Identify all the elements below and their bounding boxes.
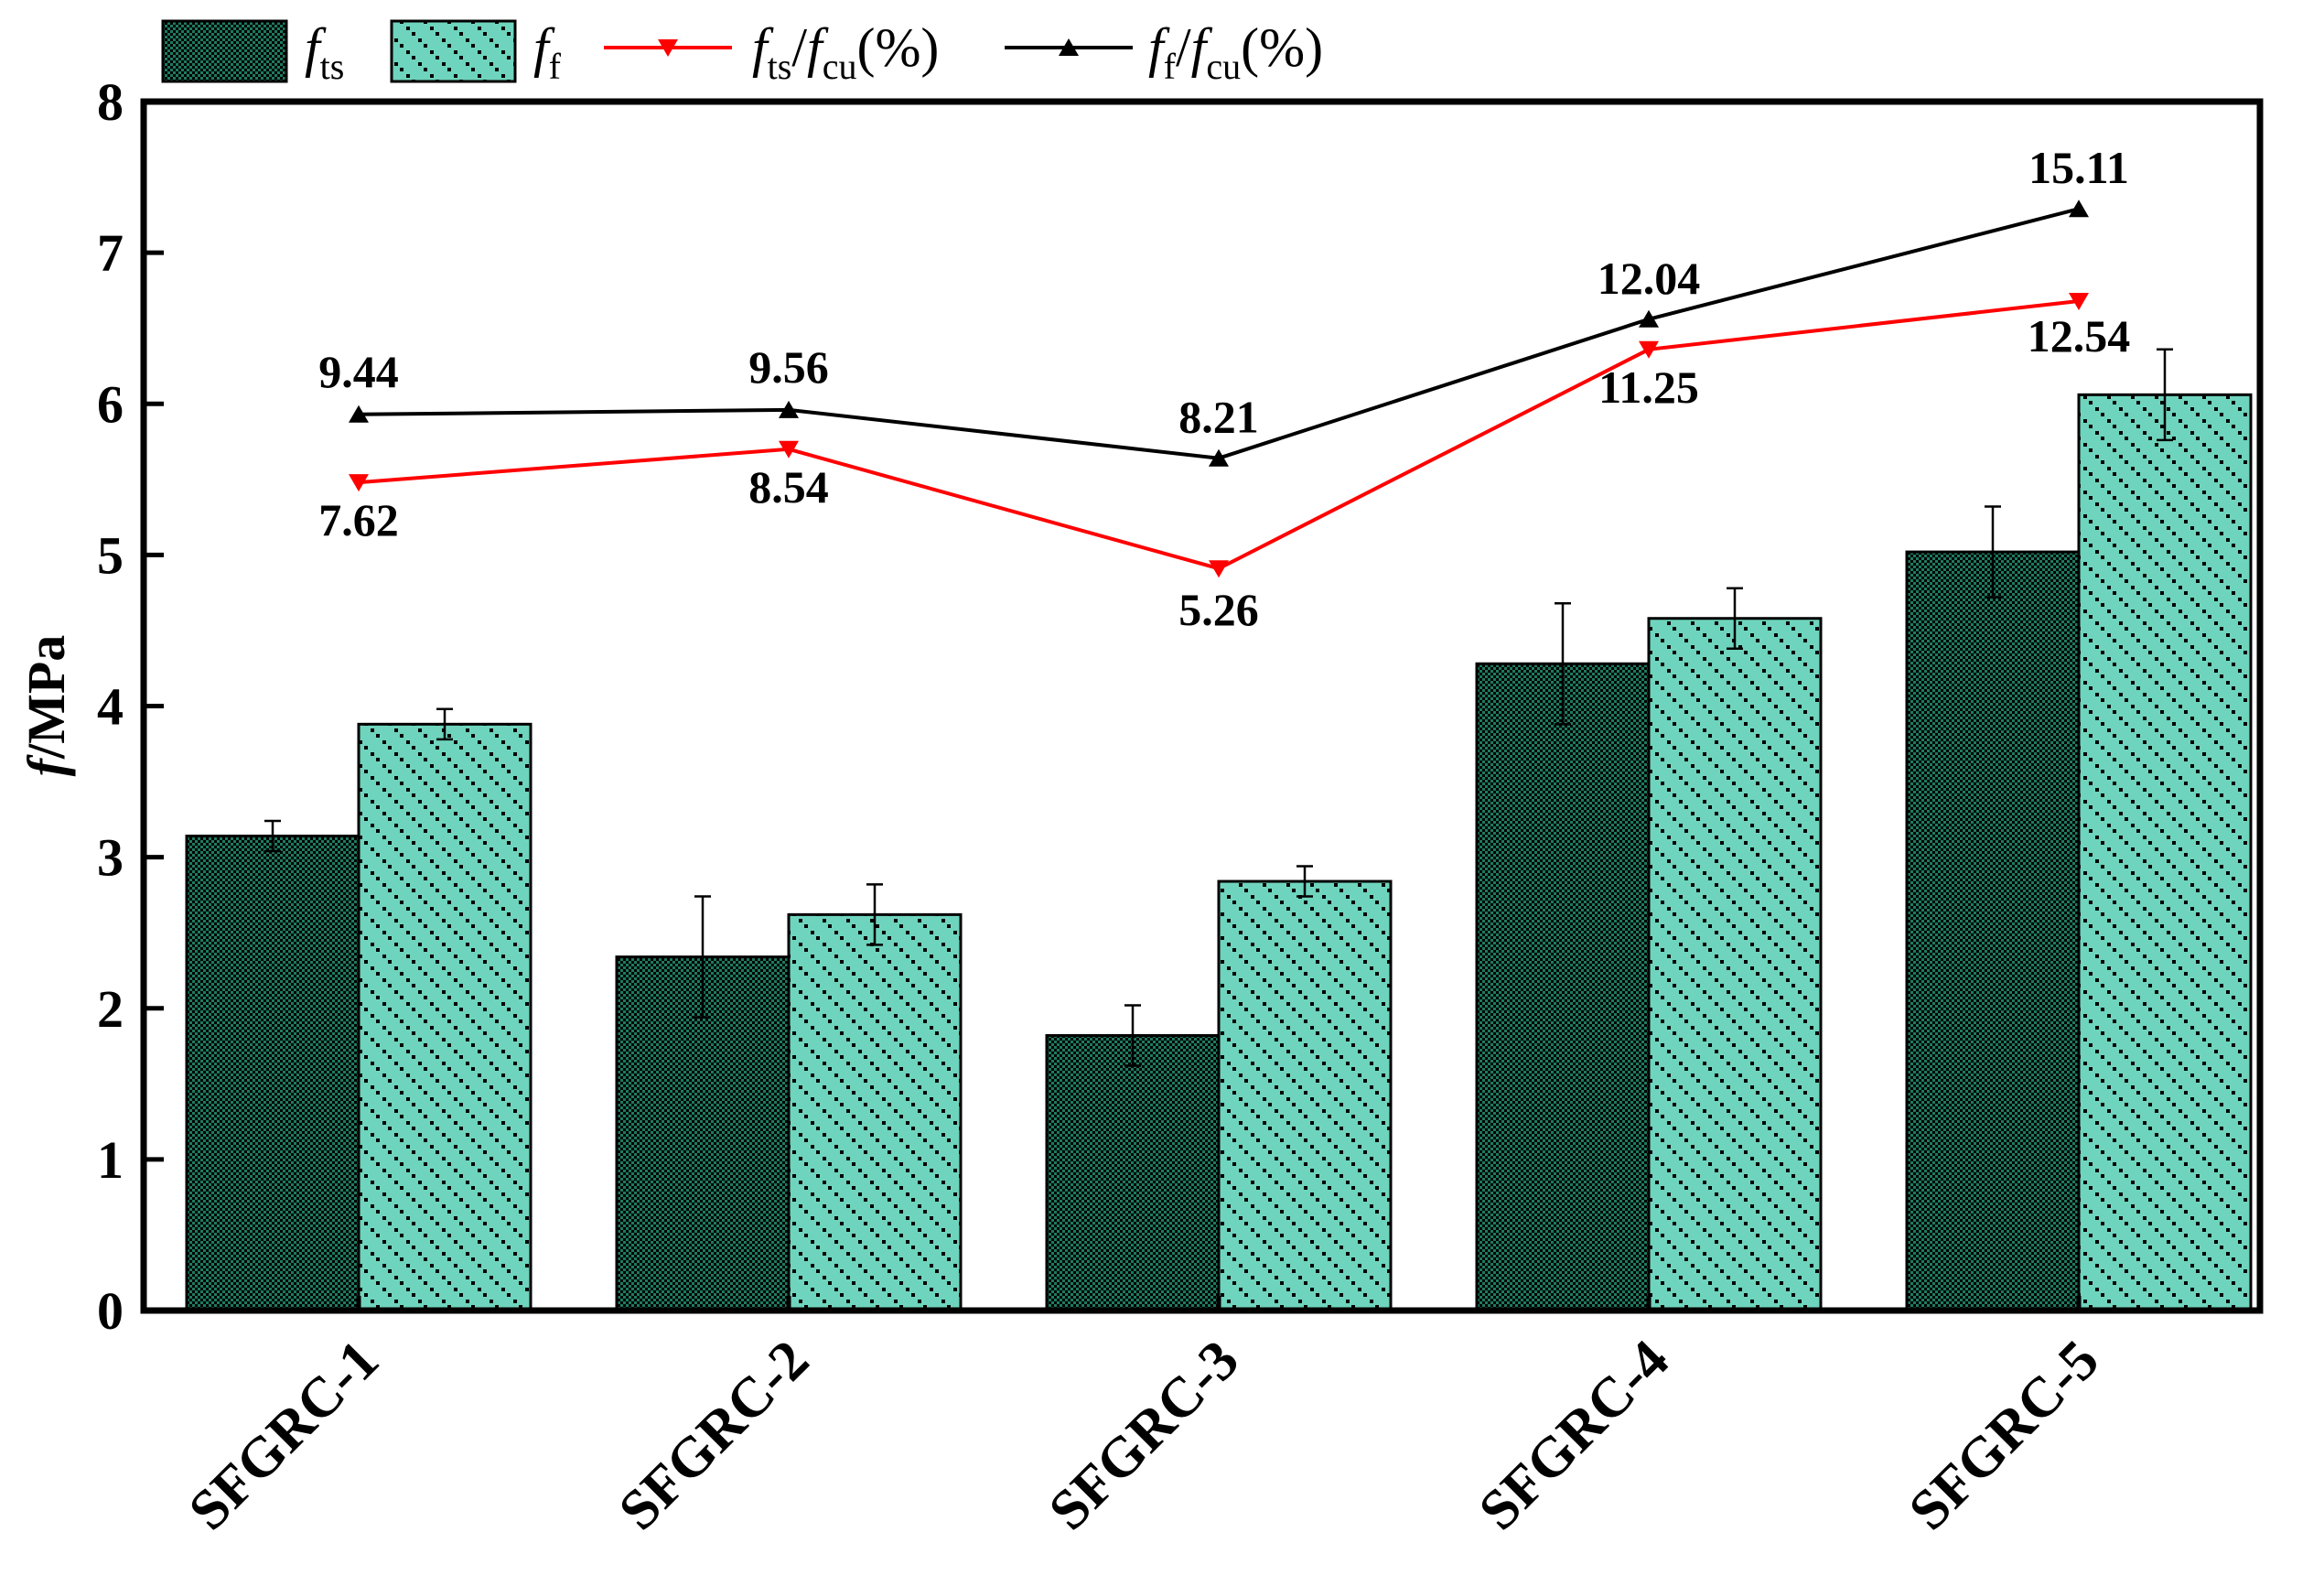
legend-label-f_ts-f_cu-part-1: ts bbox=[768, 46, 792, 87]
legend: fts ff fts/fcu(%) ff/fcu(%) bbox=[161, 17, 1323, 87]
y-tick-label-7: 7 bbox=[97, 223, 124, 283]
marker-f_f/f_cu(%)-SFGRC-3 bbox=[1209, 448, 1229, 467]
data-label-f_ts/f_cu(%)-SFGRC-2: 8.54 bbox=[748, 461, 829, 512]
legend-label-f_ts-f_cu: fts/fcu(%) bbox=[752, 17, 939, 87]
y-tick-label-8: 8 bbox=[97, 72, 124, 132]
legend-label-f_f-f_cu-part-2: / bbox=[1176, 17, 1191, 78]
y-axis-label: f/MPa bbox=[16, 635, 76, 777]
legend-marker-f_ts-f_cu bbox=[658, 39, 678, 57]
data-label-f_f/f_cu(%)-SFGRC-5: 15.11 bbox=[2028, 142, 2129, 193]
bar-f_ts-SFGRC-5 bbox=[1905, 550, 2081, 1312]
data-label-f_ts/f_cu(%)-SFGRC-5: 12.54 bbox=[2028, 310, 2131, 361]
legend-label-f_ts-f_cu-part-5: (%) bbox=[856, 17, 939, 78]
legend-label-f_ts-f_cu-part-2: / bbox=[791, 17, 807, 78]
marker-f_ts/f_cu(%)-SFGRC-3 bbox=[1209, 560, 1229, 578]
data-label-f_f/f_cu(%)-SFGRC-1: 9.44 bbox=[318, 346, 399, 397]
y-tick-label-1: 1 bbox=[97, 1130, 124, 1190]
legend-swatch-f_ts bbox=[161, 19, 288, 83]
x-tick-label-SFGRC-4: SFGRC-4 bbox=[1468, 1329, 1681, 1542]
bar-f_f-SFGRC-2 bbox=[787, 912, 963, 1312]
marker-f_f/f_cu(%)-SFGRC-4 bbox=[1639, 309, 1659, 328]
bar-f_f-SFGRC-1 bbox=[357, 722, 533, 1312]
bar-f_f-SFGRC-4 bbox=[1647, 617, 1823, 1312]
legend-label-f_ts-part-1: ts bbox=[320, 46, 345, 87]
data-label-f_ts/f_cu(%)-SFGRC-1: 7.62 bbox=[318, 494, 399, 545]
legend-label-f_f-f_cu: ff/fcu(%) bbox=[1148, 17, 1323, 87]
y-tick-label-2: 2 bbox=[97, 979, 124, 1039]
x-tick-label-SFGRC-1: SFGRC-1 bbox=[178, 1329, 391, 1542]
y-tick-label-6: 6 bbox=[97, 374, 124, 434]
data-label-f_f/f_cu(%)-SFGRC-4: 12.04 bbox=[1598, 253, 1701, 304]
legend-label-f_f: ff bbox=[533, 17, 562, 87]
data-label-f_f/f_cu(%)-SFGRC-2: 9.56 bbox=[748, 341, 829, 393]
bar-f_f-SFGRC-5 bbox=[2077, 393, 2253, 1312]
legend-label-f_ts: fts bbox=[305, 17, 344, 87]
y-tick-label-5: 5 bbox=[97, 525, 124, 585]
y-tick-label-3: 3 bbox=[97, 828, 124, 888]
bar-f_ts-SFGRC-4 bbox=[1475, 662, 1651, 1312]
data-label-f_ts/f_cu(%)-SFGRC-3: 5.26 bbox=[1178, 584, 1259, 635]
legend-label-f_f-part-1: f bbox=[549, 46, 562, 87]
marker-f_f/f_cu(%)-SFGRC-5 bbox=[2069, 200, 2089, 218]
y-axis-label-unit: /MPa bbox=[16, 635, 76, 760]
marker-f_ts/f_cu(%)-SFGRC-1 bbox=[349, 474, 369, 492]
marker-f_f/f_cu(%)-SFGRC-1 bbox=[349, 405, 369, 423]
y-tick-label-0: 0 bbox=[97, 1281, 124, 1341]
data-label-f_ts/f_cu(%)-SFGRC-4: 11.25 bbox=[1598, 361, 1699, 413]
marker-f_ts/f_cu(%)-SFGRC-4 bbox=[1639, 340, 1659, 359]
x-tick-label-SFGRC-3: SFGRC-3 bbox=[1038, 1329, 1251, 1542]
legend-label-f_ts-f_cu-part-4: cu bbox=[823, 46, 857, 87]
x-tick-label-SFGRC-5: SFGRC-5 bbox=[1898, 1329, 2111, 1542]
marker-f_ts/f_cu(%)-SFGRC-5 bbox=[2069, 292, 2089, 310]
plot-area: 7.62 8.54 5.26 11.25 12.54 9.44 9.56 8.21 12.04 1… bbox=[16, 72, 2264, 1542]
legend-label-f_f-f_cu-part-4: cu bbox=[1206, 46, 1241, 87]
bar-f_f-SFGRC-3 bbox=[1217, 879, 1393, 1312]
marker-f_f/f_cu(%)-SFGRC-2 bbox=[779, 400, 799, 418]
legend-label-f_f-f_cu-part-1: f bbox=[1164, 46, 1177, 87]
legend-swatch-f_f bbox=[390, 19, 517, 83]
y-tick-label-4: 4 bbox=[97, 677, 124, 737]
marker-f_ts/f_cu(%)-SFGRC-2 bbox=[779, 440, 799, 459]
legend-marker-f_f-f_cu bbox=[1059, 38, 1079, 56]
bar-f_ts-SFGRC-1 bbox=[185, 835, 360, 1312]
x-tick-label-SFGRC-2: SFGRC-2 bbox=[608, 1329, 821, 1542]
legend-label-f_f-f_cu-part-5: (%) bbox=[1241, 17, 1323, 78]
data-label-f_f/f_cu(%)-SFGRC-3: 8.21 bbox=[1178, 392, 1259, 443]
bar-f_ts-SFGRC-3 bbox=[1045, 1033, 1221, 1312]
